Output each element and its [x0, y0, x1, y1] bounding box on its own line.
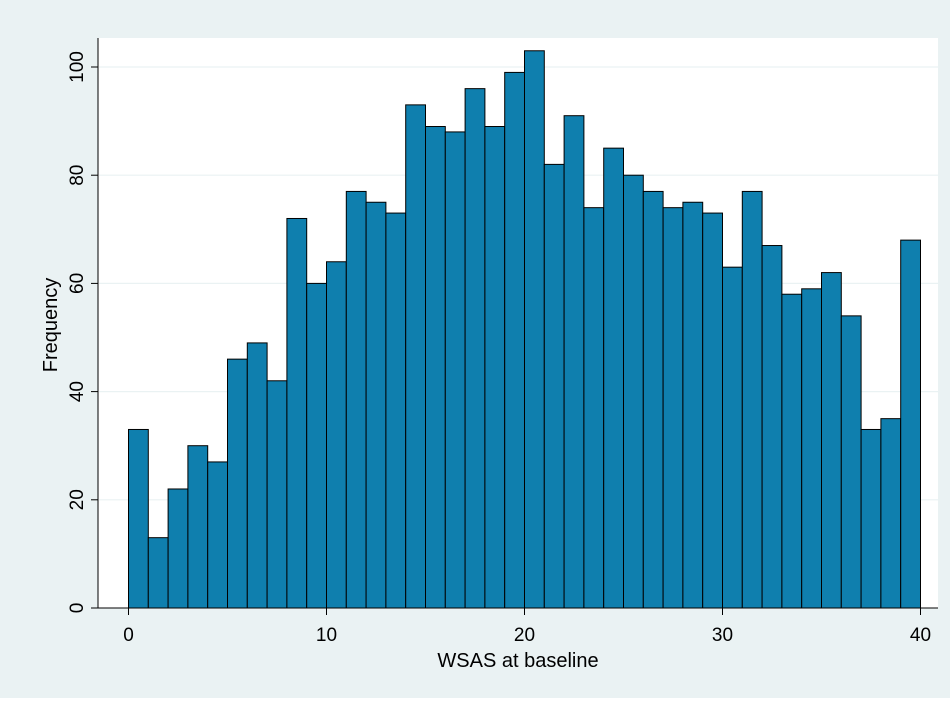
histogram-bar — [286, 217, 308, 609]
x-tick-label: 30 — [712, 625, 733, 646]
y-axis-title: Frequency — [40, 278, 62, 373]
histogram-bar — [147, 537, 169, 609]
histogram-bar — [385, 212, 407, 609]
histogram-bar — [840, 315, 862, 609]
histogram-bar — [603, 147, 625, 609]
y-tick-label: 20 — [67, 489, 88, 510]
x-tick-label: 10 — [316, 625, 337, 646]
histogram-bar — [781, 293, 803, 609]
histogram-bar — [880, 418, 902, 609]
histogram-bar — [860, 428, 882, 609]
histogram-bar — [464, 88, 486, 609]
histogram-bar — [484, 126, 506, 609]
histogram-bar — [821, 272, 842, 609]
histogram-bar — [642, 190, 664, 609]
histogram-bar — [563, 115, 585, 609]
y-tick-label: 100 — [67, 51, 88, 83]
histogram-bar — [128, 428, 149, 609]
histogram-bar — [583, 207, 605, 609]
histogram-bar — [246, 342, 268, 609]
axes-layer — [97, 38, 938, 609]
y-tick-label: 40 — [67, 381, 88, 402]
x-tick-label: 20 — [514, 625, 535, 646]
y-tick-label: 60 — [67, 273, 88, 294]
histogram-bar — [365, 201, 387, 609]
histogram-bar — [425, 126, 446, 609]
histogram-bar — [405, 104, 427, 609]
histogram-bar — [900, 239, 922, 609]
histogram-bar — [662, 207, 684, 609]
histogram-bar — [326, 261, 347, 609]
histogram-bar — [722, 266, 743, 609]
histogram-bar — [345, 190, 367, 609]
x-axis-title: WSAS at baseline — [437, 650, 598, 672]
histogram-bar — [682, 201, 704, 609]
histogram-bar — [761, 245, 783, 609]
histogram-bar — [444, 131, 466, 609]
histogram-bar — [801, 288, 823, 609]
histogram-bar — [227, 358, 248, 609]
histogram-bar — [623, 174, 644, 609]
histogram-bar — [504, 71, 526, 609]
histogram-bar — [167, 488, 189, 609]
x-tick-label: 40 — [910, 625, 931, 646]
x-tick-label: 0 — [123, 625, 134, 646]
histogram-bar — [702, 212, 724, 609]
histogram-bar — [524, 50, 545, 609]
histogram-bar — [306, 282, 328, 609]
histogram-bar — [543, 163, 565, 609]
histogram-bar — [207, 461, 228, 609]
histogram-bar — [741, 190, 763, 609]
histogram-bar — [266, 380, 288, 609]
ticks-layer: 0 20 40 60 80 100 0 10 20 30 40 — [67, 51, 931, 646]
y-tick-label: 0 — [67, 603, 88, 614]
bars-layer — [128, 50, 922, 609]
y-tick-label: 80 — [67, 165, 88, 186]
histogram-bar — [187, 445, 209, 609]
